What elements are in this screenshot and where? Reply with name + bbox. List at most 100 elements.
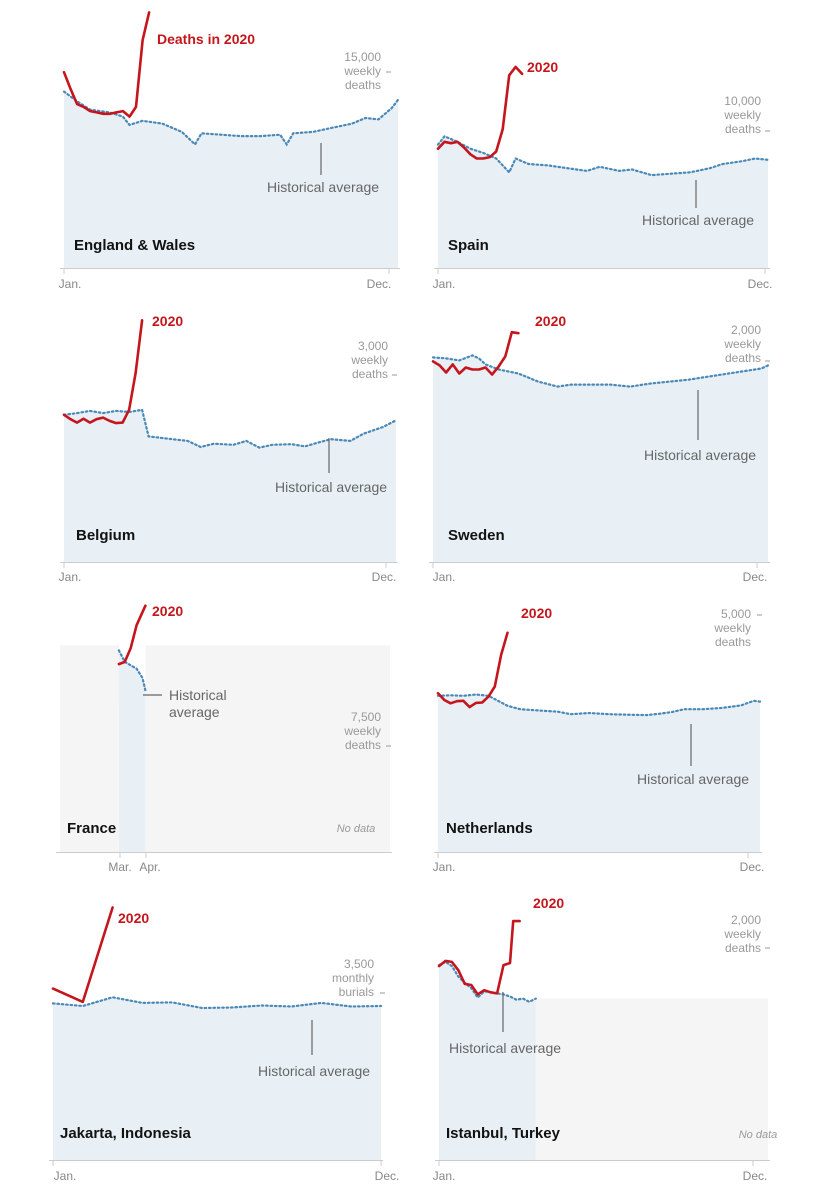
historical-area: [439, 961, 536, 1160]
x-tick-label: Dec.: [748, 277, 773, 291]
x-tick-label: Dec.: [372, 570, 397, 584]
historical-average-label: Historical average: [449, 1040, 561, 1056]
x-tick-label: Jan.: [59, 570, 82, 584]
scale-label: 2,000: [731, 913, 761, 927]
x-tick-label: Apr.: [139, 860, 160, 874]
scale-label: monthly: [332, 971, 374, 985]
panel-title: Belgium: [76, 527, 135, 544]
deaths-2020-label: 2020: [533, 895, 564, 911]
deaths-2020-label: 2020: [521, 605, 552, 621]
scale-label: weekly: [723, 108, 761, 122]
x-tick-label: Mar.: [108, 860, 131, 874]
panel-title: Istanbul, Turkey: [446, 1125, 561, 1142]
panel-title: France: [67, 820, 116, 837]
no-data-region: [535, 998, 768, 1160]
scale-label: deaths: [725, 941, 761, 955]
panel-title: Spain: [448, 237, 489, 254]
scale-label: weekly: [713, 621, 751, 635]
x-tick-label: Dec.: [375, 1169, 400, 1183]
deaths-2020-label: 2020: [527, 59, 558, 75]
historical-average-label: Historical average: [644, 447, 756, 463]
deaths-2020-label: 2020: [118, 910, 149, 926]
panel-title: England & Wales: [74, 237, 195, 254]
historical-average-line: [436, 693, 762, 717]
panel-title: Jakarta, Indonesia: [60, 1125, 192, 1142]
scale-label: 5,000: [721, 607, 751, 621]
historical-area: [118, 650, 146, 852]
historical-area: [433, 355, 768, 562]
historical-average-label: Historical average: [642, 212, 754, 228]
historical-average-label: Historical average: [637, 771, 749, 787]
historical-average-label: Historical average: [258, 1063, 370, 1079]
scale-label: 15,000: [344, 50, 381, 64]
deaths-2020-label: 2020: [152, 313, 183, 329]
deaths-2020-label: 2020: [535, 313, 566, 329]
x-tick-label: Dec.: [743, 1169, 768, 1183]
scale-label: deaths: [715, 635, 751, 649]
panel-title: Sweden: [448, 527, 505, 544]
historical-average-label: Historical: [169, 687, 227, 703]
historical-area: [64, 409, 396, 562]
deaths-2020-line: [436, 65, 524, 160]
scale-label: 7,500: [351, 710, 381, 724]
no-data-label: No data: [337, 823, 376, 835]
scale-label: 3,500: [344, 957, 374, 971]
scale-label: 2,000: [731, 323, 761, 337]
historical-average-line: [436, 134, 770, 177]
scale-label: 10,000: [724, 94, 761, 108]
deaths-2020-line: [62, 11, 151, 118]
historical-area: [64, 91, 398, 268]
panel-title: Netherlands: [446, 820, 533, 837]
deaths-2020-line: [431, 330, 520, 376]
x-tick-label: Jan.: [433, 1169, 456, 1183]
deaths-2020-label: Deaths in 2020: [157, 31, 255, 47]
historical-area: [438, 694, 760, 852]
scale-label: weekly: [343, 64, 381, 78]
historical-area: [53, 997, 381, 1160]
historical-average-line: [62, 90, 400, 147]
historical-area: [438, 136, 768, 268]
x-tick-label: Jan.: [54, 1169, 77, 1183]
scale-label: deaths: [725, 122, 761, 136]
x-tick-label: Jan.: [433, 570, 456, 584]
x-tick-label: Dec.: [367, 277, 392, 291]
historical-average-label: Historical average: [267, 179, 379, 195]
scale-label: deaths: [352, 367, 388, 381]
scale-label: 3,000: [358, 339, 388, 353]
deaths-2020-line: [436, 631, 509, 709]
scale-label: weekly: [350, 353, 388, 367]
deaths-2020-line: [437, 919, 521, 996]
scale-label: weekly: [343, 724, 381, 738]
historical-average-line: [51, 996, 383, 1010]
no-data-region: [60, 645, 119, 852]
historical-average-label: average: [169, 704, 220, 720]
x-tick-label: Dec.: [740, 860, 765, 874]
x-tick-label: Jan.: [433, 277, 456, 291]
deaths-2020-line: [117, 604, 147, 666]
scale-label: deaths: [345, 78, 381, 92]
historical-average-line: [62, 408, 398, 449]
scale-label: weekly: [723, 337, 761, 351]
scale-label: weekly: [723, 927, 761, 941]
scale-label: burials: [339, 985, 374, 999]
no-data-region: [145, 645, 390, 852]
scale-label: deaths: [345, 738, 381, 752]
x-tick-label: Jan.: [433, 860, 456, 874]
historical-average-line: [431, 354, 770, 388]
historical-average-label: Historical average: [275, 479, 387, 495]
deaths-2020-label: 2020: [152, 603, 183, 619]
deaths-2020-line: [62, 319, 144, 425]
x-tick-label: Dec.: [743, 570, 768, 584]
historical-average-line: [117, 649, 147, 692]
scale-label: deaths: [725, 351, 761, 365]
no-data-label: No data: [739, 1129, 778, 1141]
